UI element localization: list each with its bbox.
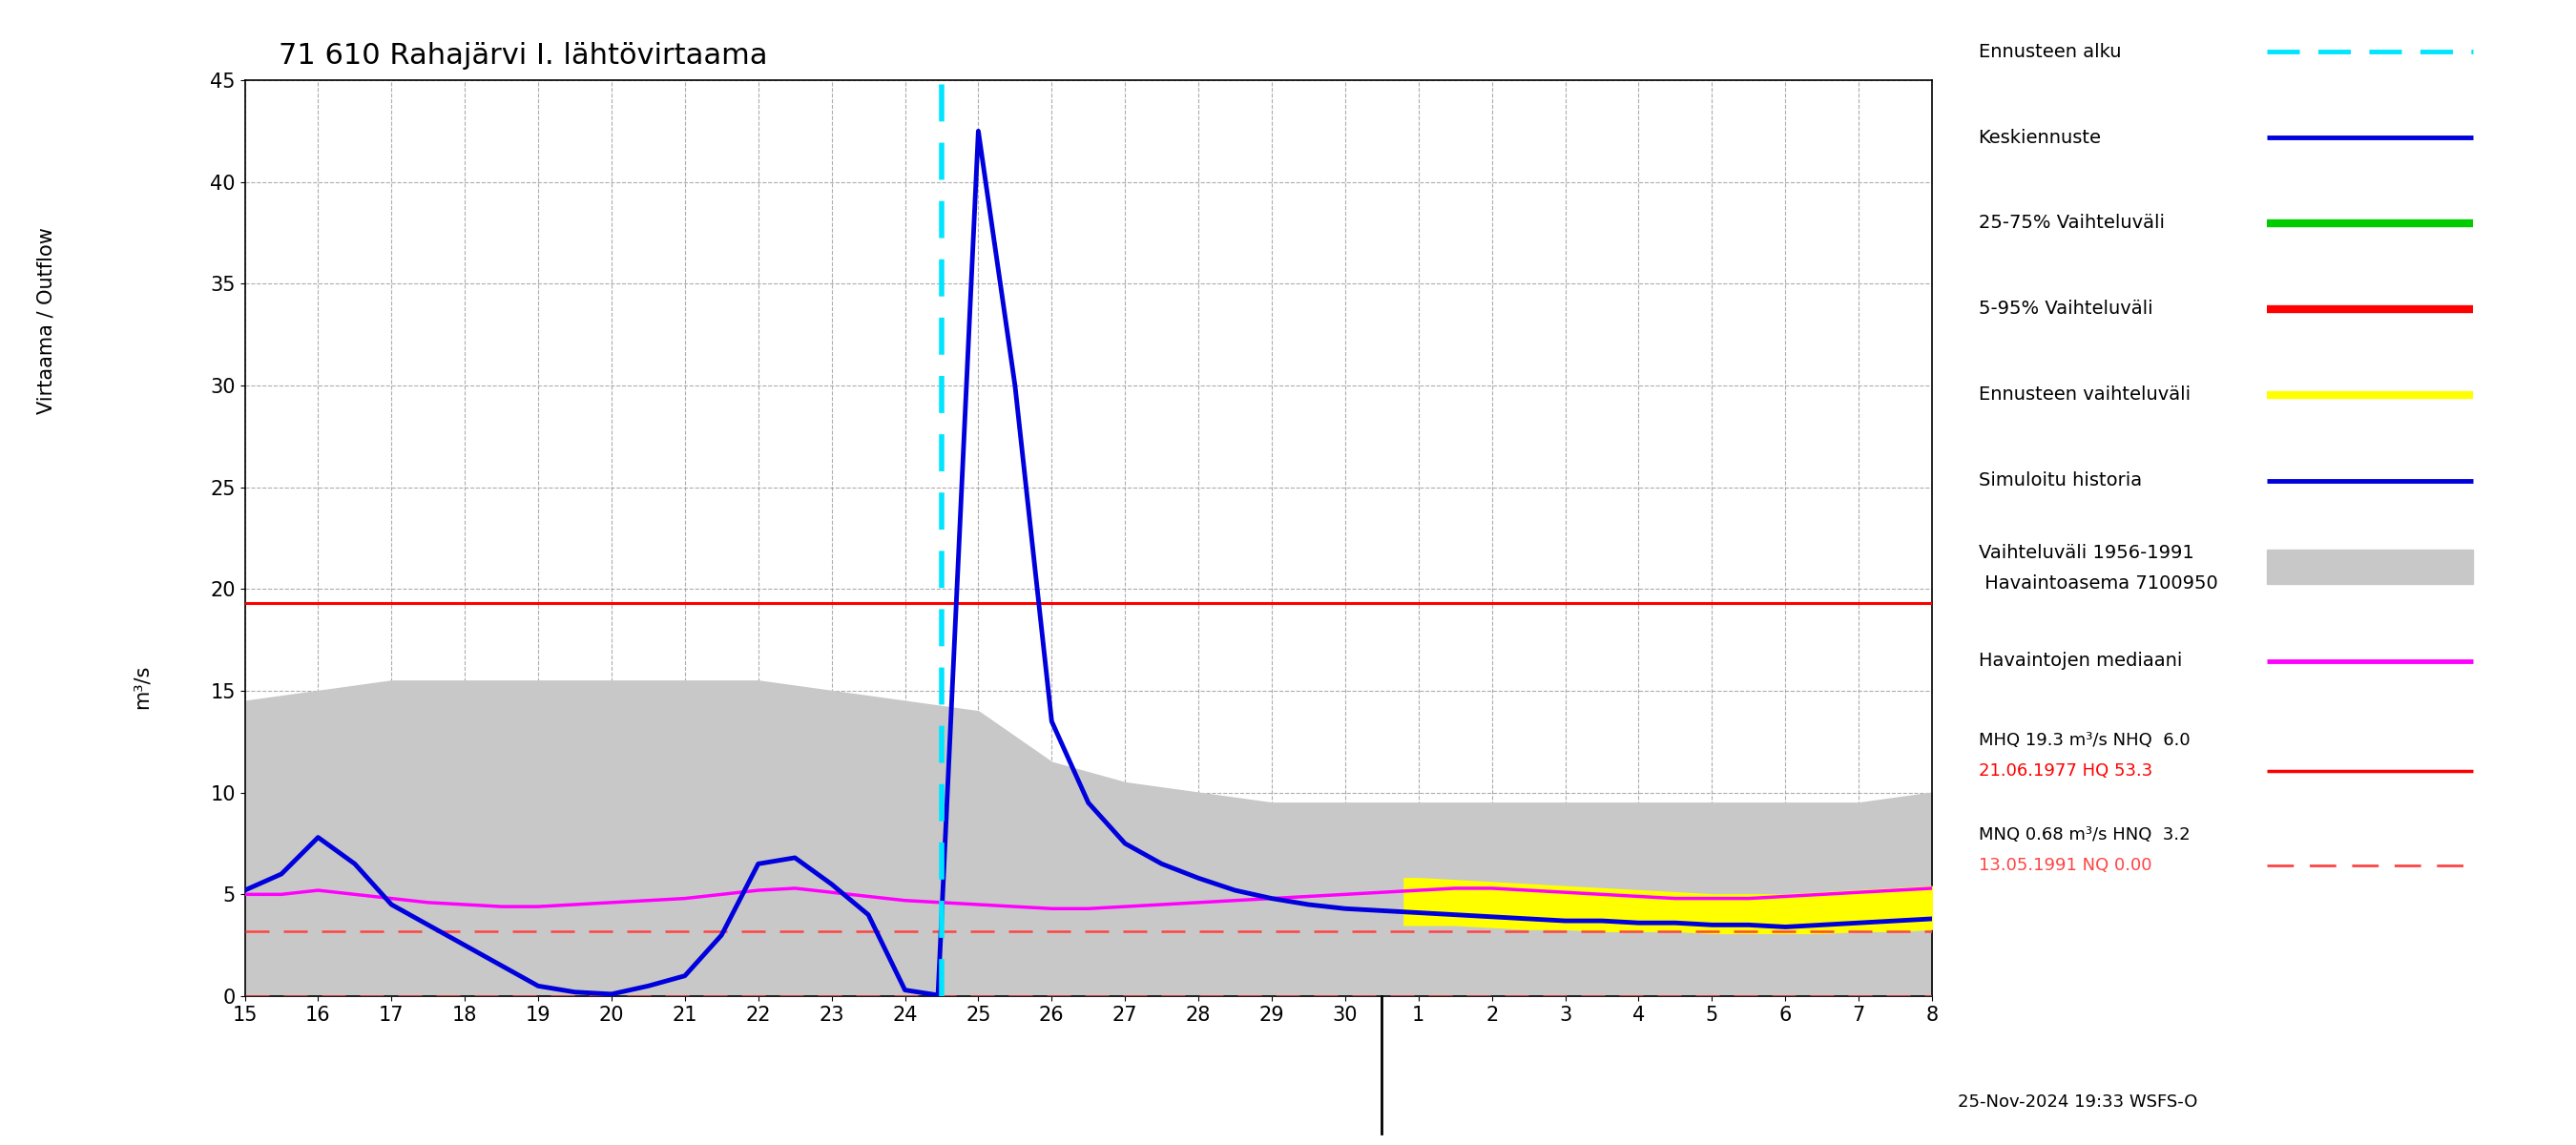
Text: Havaintojen mediaani: Havaintojen mediaani: [1978, 653, 2182, 670]
Text: 25-75% Vaihteluväli: 25-75% Vaihteluväli: [1978, 214, 2164, 232]
Text: Virtaama / Outflow: Virtaama / Outflow: [36, 227, 57, 414]
Text: 25-Nov-2024 19:33 WSFS-O: 25-Nov-2024 19:33 WSFS-O: [1958, 1093, 2197, 1111]
Text: Keskiennuste: Keskiennuste: [1978, 128, 2102, 147]
Text: Simuloitu historia: Simuloitu historia: [1978, 472, 2141, 490]
Text: 71 610 Rahajärvi I. lähtövirtaama: 71 610 Rahajärvi I. lähtövirtaama: [278, 42, 768, 70]
Text: Vaihteluväli 1956-1991: Vaihteluväli 1956-1991: [1978, 544, 2195, 562]
Text: Ennusteen vaihteluväli: Ennusteen vaihteluväli: [1978, 386, 2190, 404]
Text: Ennusteen alku: Ennusteen alku: [1978, 42, 2120, 61]
Text: 13.05.1991 NQ 0.00: 13.05.1991 NQ 0.00: [1978, 856, 2151, 874]
Text: MNQ 0.68 m³/s HNQ  3.2: MNQ 0.68 m³/s HNQ 3.2: [1978, 827, 2190, 844]
Text: 5-95% Vaihteluväli: 5-95% Vaihteluväli: [1978, 300, 2154, 318]
Text: m³/s: m³/s: [131, 665, 152, 709]
Text: Havaintoasema 7100950: Havaintoasema 7100950: [1978, 575, 2218, 593]
Text: MHQ 19.3 m³/s NHQ  6.0: MHQ 19.3 m³/s NHQ 6.0: [1978, 732, 2190, 749]
Text: 21.06.1977 HQ 53.3: 21.06.1977 HQ 53.3: [1978, 761, 2151, 779]
